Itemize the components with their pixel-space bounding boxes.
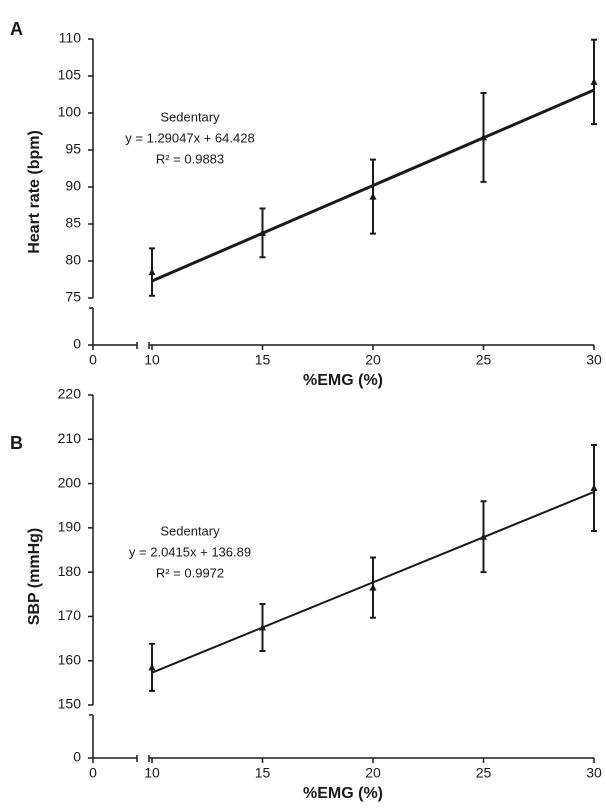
y-axis-label: SBP (mmHg) bbox=[26, 528, 43, 626]
x-tick-label: 25 bbox=[476, 352, 492, 368]
y-tick-label: 190 bbox=[58, 519, 82, 535]
x-tick-label: 10 bbox=[144, 352, 160, 368]
y-tick-label: 75 bbox=[65, 289, 81, 305]
y-axis bbox=[89, 395, 94, 758]
x-tick-label: 10 bbox=[144, 765, 160, 781]
y-axis bbox=[89, 39, 94, 345]
annotation: R² = 0.9972 bbox=[156, 565, 224, 580]
annotation: y = 1.29047x + 64.428 bbox=[125, 130, 254, 145]
data-point bbox=[259, 228, 266, 236]
data-point bbox=[590, 77, 598, 85]
annotation: y = 2.0415x + 136.89 bbox=[129, 544, 251, 559]
y-tick-label: 80 bbox=[65, 252, 81, 268]
annotation: Sedentary bbox=[160, 523, 220, 538]
y-tick-label: 210 bbox=[58, 430, 82, 446]
panel-label: B bbox=[10, 433, 23, 453]
y-tick-label: 160 bbox=[58, 651, 82, 667]
y-tick-label: 220 bbox=[58, 386, 82, 402]
y-tick-label: 200 bbox=[58, 474, 82, 490]
x-axis-label: %EMG (%) bbox=[303, 372, 383, 389]
y-tick-label: 0 bbox=[73, 749, 81, 765]
data-point bbox=[480, 532, 487, 540]
x-tick-label: 0 bbox=[89, 765, 97, 781]
data-point bbox=[369, 192, 377, 200]
x-axis bbox=[93, 755, 594, 762]
x-tick-label: 15 bbox=[255, 765, 271, 781]
data-point bbox=[148, 663, 156, 671]
panel-label: A bbox=[10, 19, 23, 39]
data-point bbox=[590, 484, 598, 491]
y-tick-label: 100 bbox=[58, 104, 82, 120]
x-tick-label: 0 bbox=[89, 352, 97, 368]
y-tick-label: 85 bbox=[65, 215, 81, 231]
y-tick-label: 170 bbox=[58, 607, 82, 623]
y-tick-label: 0 bbox=[73, 336, 81, 352]
x-tick-label: 30 bbox=[586, 352, 602, 368]
x-axis-label: %EMG (%) bbox=[303, 785, 383, 802]
y-tick-label: 110 bbox=[59, 30, 82, 46]
y-tick-label: 150 bbox=[58, 696, 82, 712]
x-tick-label: 30 bbox=[586, 765, 602, 781]
annotation: R² = 0.9883 bbox=[156, 151, 224, 166]
y-tick-label: 95 bbox=[65, 141, 81, 157]
data-point bbox=[259, 623, 266, 631]
x-tick-label: 20 bbox=[365, 352, 381, 368]
y-tick-label: 180 bbox=[58, 563, 82, 579]
x-tick-label: 15 bbox=[255, 352, 271, 368]
y-axis-label: Heart rate (bpm) bbox=[26, 130, 43, 254]
y-tick-label: 90 bbox=[65, 178, 81, 194]
data-point bbox=[480, 133, 487, 141]
y-tick-label: 105 bbox=[58, 67, 82, 83]
data-point bbox=[369, 583, 377, 591]
x-axis bbox=[93, 342, 594, 349]
x-tick-label: 20 bbox=[365, 765, 381, 781]
x-tick-label: 25 bbox=[476, 765, 492, 781]
annotation: Sedentary bbox=[160, 109, 220, 124]
data-point bbox=[148, 268, 156, 276]
